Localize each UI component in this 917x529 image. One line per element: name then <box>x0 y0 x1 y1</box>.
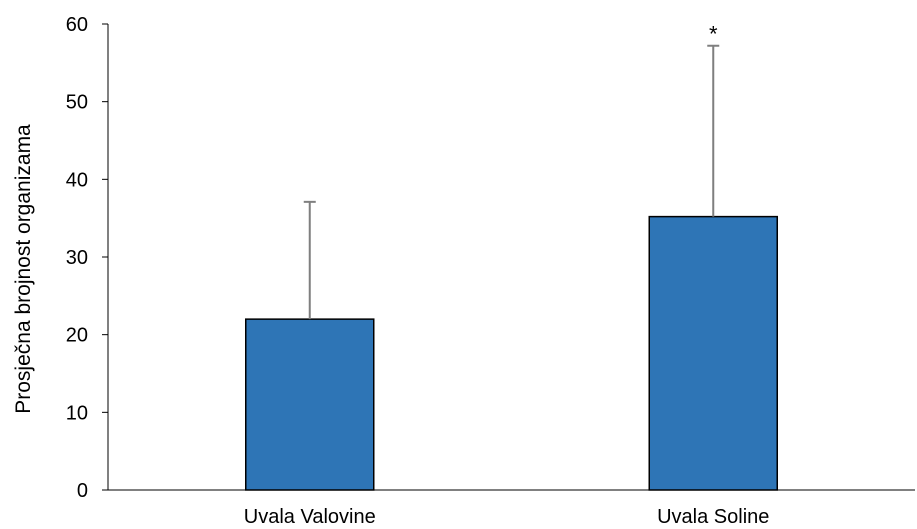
error-bars-group <box>303 44 720 320</box>
y-axis-title: Prosječna brojnost organizama <box>12 124 35 414</box>
y-tick-label: 50 <box>66 92 88 114</box>
y-tick-label: 60 <box>66 14 88 36</box>
y-tick-label: 0 <box>77 480 88 502</box>
x-category-label: Uvala Soline <box>657 506 769 528</box>
x-axis-categories: Uvala Valovine Uvala Soline <box>244 506 770 528</box>
annotations-group: * <box>709 22 718 47</box>
significance-marker: * <box>709 22 718 47</box>
bar <box>245 318 375 491</box>
y-tick-label: 40 <box>66 169 88 191</box>
y-tick-label: 30 <box>66 247 88 269</box>
y-tick-label: 10 <box>66 402 88 424</box>
x-category-label: Uvala Valovine <box>244 506 376 528</box>
bar <box>648 215 778 491</box>
y-axis-ticks: 0 10 20 30 40 50 60 <box>66 14 108 502</box>
y-tick-label: 20 <box>66 325 88 347</box>
bars-group <box>245 215 778 491</box>
